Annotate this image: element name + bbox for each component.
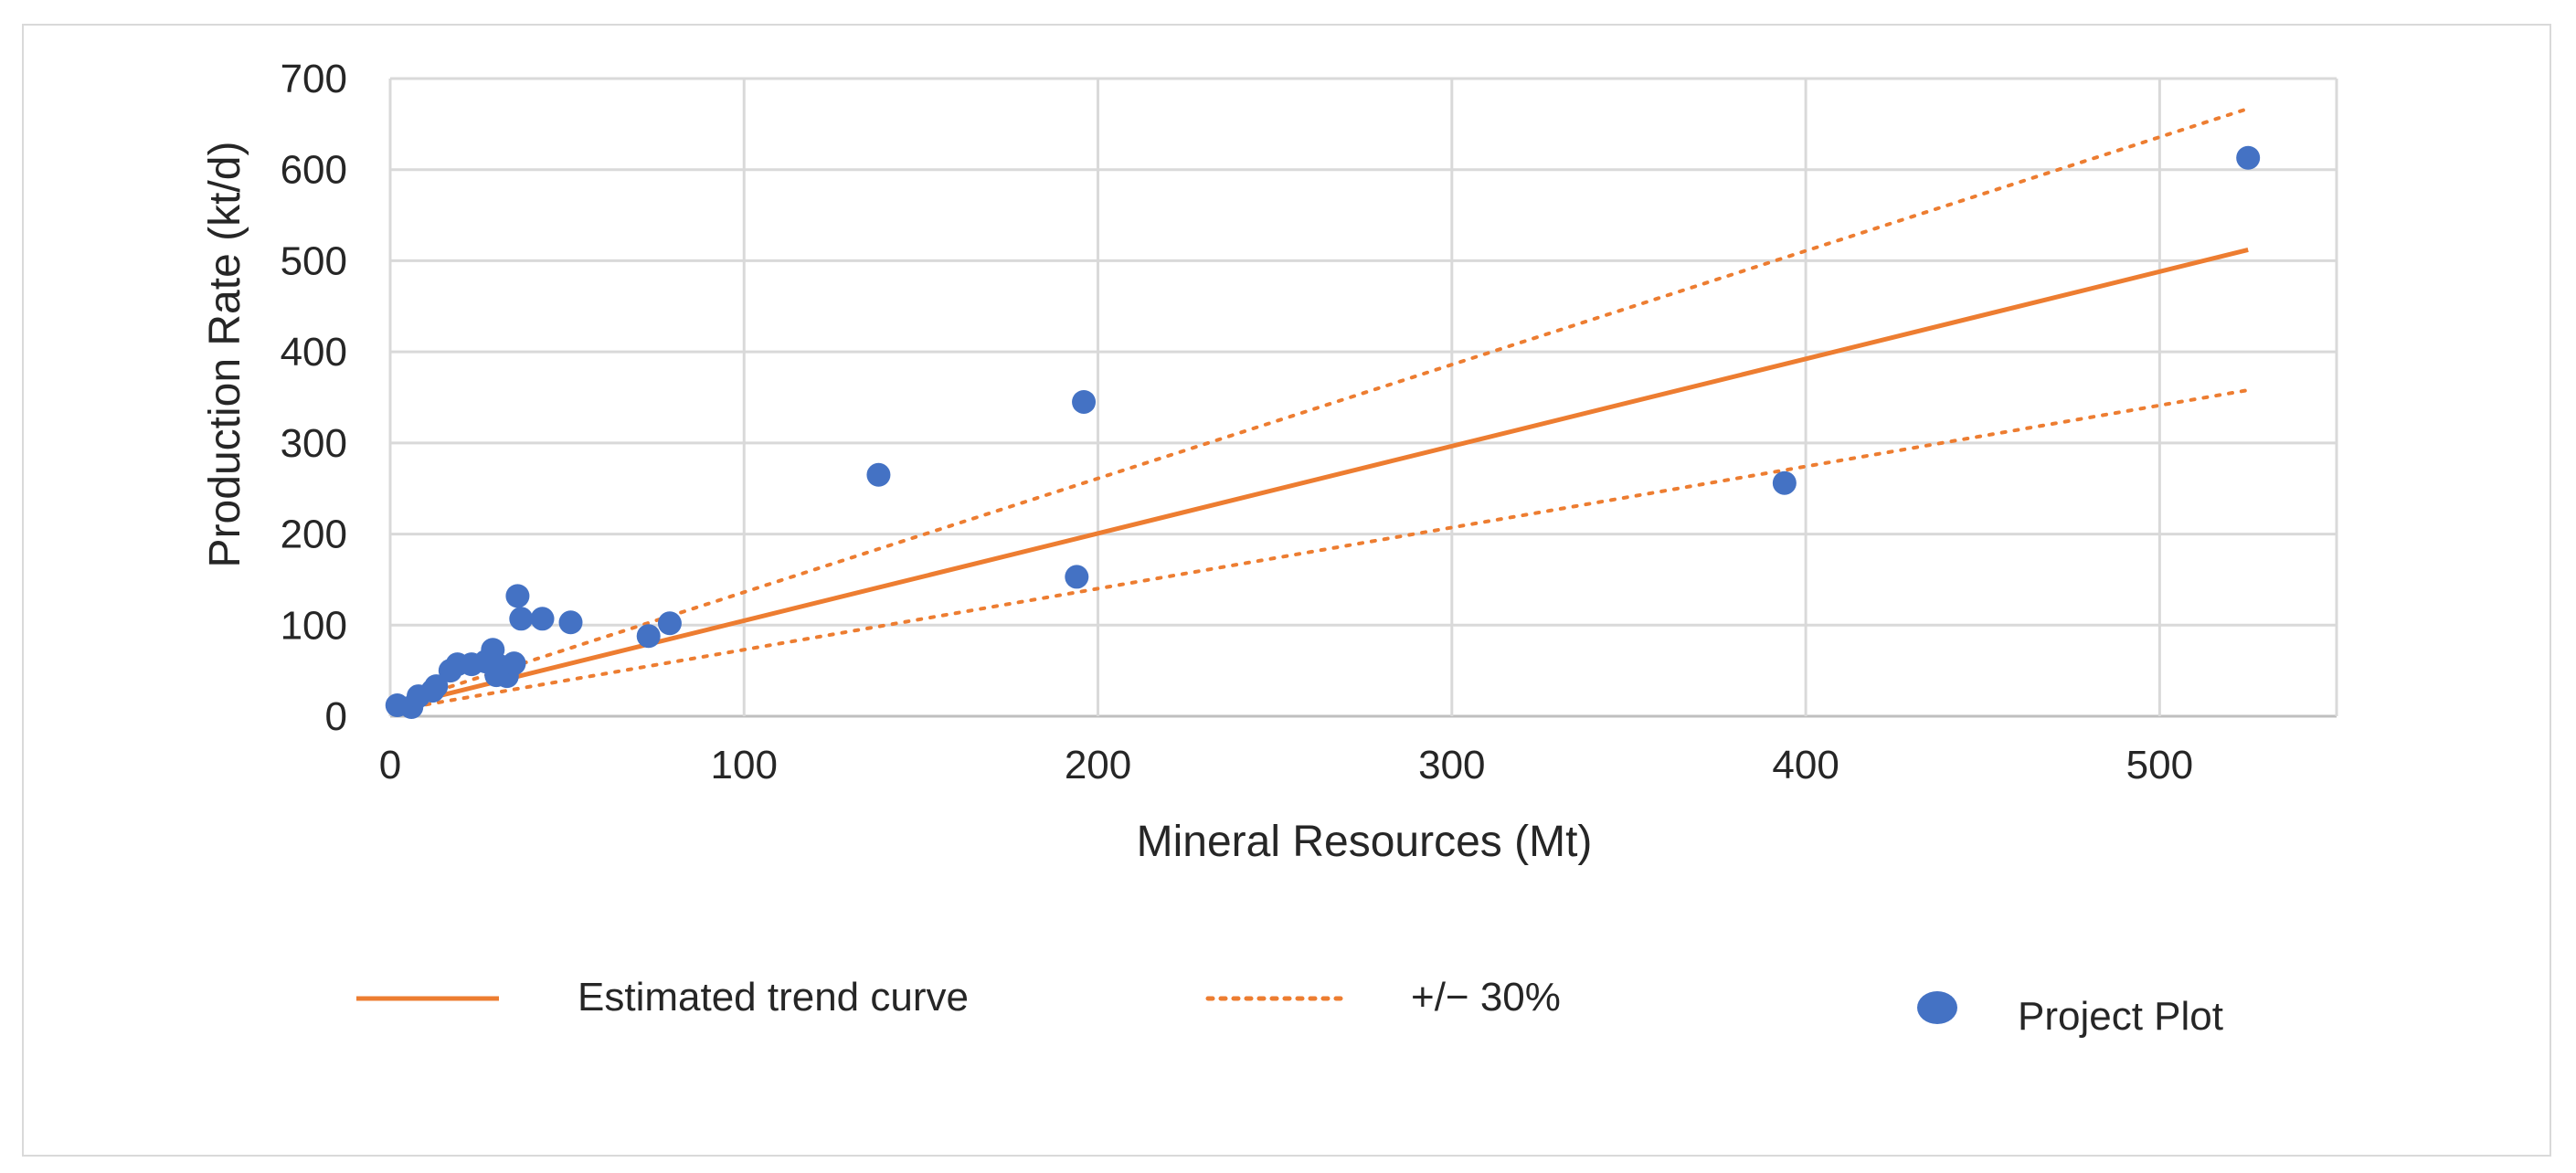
trend-line bbox=[400, 248, 2249, 708]
x-tick-label: 200 bbox=[1065, 743, 1131, 787]
y-tick-label: 500 bbox=[281, 238, 347, 283]
legend-points-label: Project Plot bbox=[2018, 994, 2223, 1039]
x-tick-label: 100 bbox=[711, 743, 778, 787]
data-point bbox=[2236, 145, 2261, 170]
legend: Estimated trend curve +/− 30% Project Pl… bbox=[356, 975, 2223, 1039]
y-tick-label: 0 bbox=[325, 694, 347, 739]
points-layer bbox=[385, 145, 2261, 720]
data-point bbox=[558, 610, 583, 635]
x-tick-label: 300 bbox=[1418, 743, 1485, 787]
data-point bbox=[636, 624, 661, 649]
band-line-1 bbox=[398, 106, 2251, 705]
data-point bbox=[657, 611, 682, 636]
x-tick-label: 400 bbox=[1772, 743, 1839, 787]
y-tick-label: 300 bbox=[281, 421, 347, 466]
x-tick-label: 500 bbox=[2126, 743, 2193, 787]
data-point bbox=[866, 462, 891, 487]
y-tick-label: 700 bbox=[281, 57, 347, 101]
data-point bbox=[1772, 470, 1797, 495]
data-point bbox=[509, 607, 534, 631]
data-point bbox=[424, 674, 449, 699]
data-point bbox=[1065, 565, 1089, 589]
chart-frame bbox=[22, 24, 2551, 1157]
y-tick-label: 600 bbox=[281, 148, 347, 193]
legend-trend-label: Estimated trend curve bbox=[578, 975, 969, 1020]
y-tick-label: 100 bbox=[281, 603, 347, 648]
y-tick-label: 400 bbox=[281, 330, 347, 375]
y-tick-label: 200 bbox=[281, 513, 347, 557]
y-axis-title: Production Rate (kt/d) bbox=[201, 142, 249, 568]
legend-points-marker bbox=[1917, 991, 1957, 1024]
data-point bbox=[530, 607, 555, 631]
legend-band-label: +/− 30% bbox=[1411, 975, 1561, 1020]
data-point bbox=[1072, 389, 1097, 414]
band-line-2 bbox=[398, 388, 2251, 712]
x-tick-label: 0 bbox=[379, 743, 401, 787]
data-point bbox=[505, 584, 530, 608]
data-point bbox=[502, 651, 526, 676]
x-axis-title: Mineral Resources (Mt) bbox=[1137, 818, 1593, 866]
grid bbox=[388, 77, 2338, 718]
series-layer bbox=[398, 106, 2251, 712]
tick-labels: 0 100 200 300 400 500 600 700 0 100 200 300 400 500 bbox=[281, 57, 2193, 787]
